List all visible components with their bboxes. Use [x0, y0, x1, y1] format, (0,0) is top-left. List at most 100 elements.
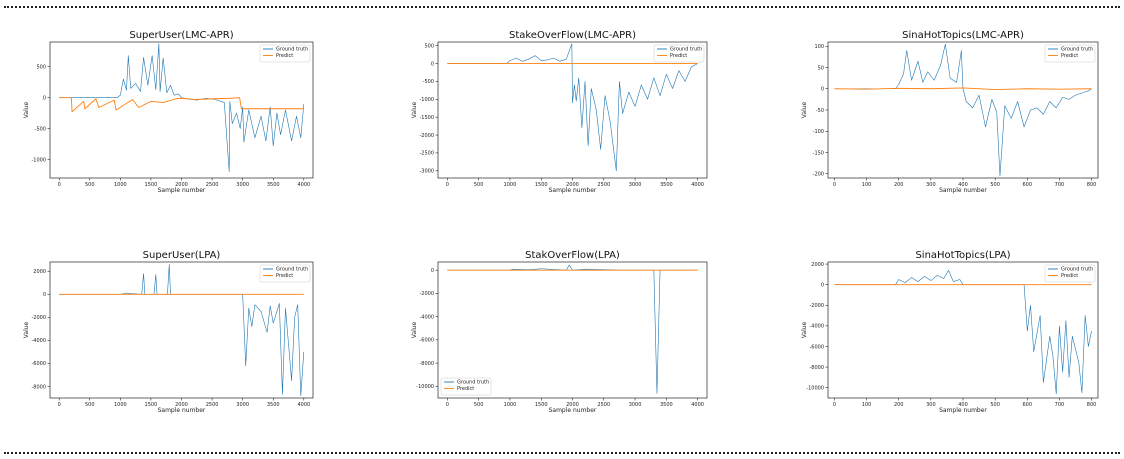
- y-tick-label: -50: [816, 108, 824, 114]
- plot-frame: [437, 261, 708, 399]
- x-tick-label: 800: [1087, 402, 1097, 408]
- x-tick-label: 3000: [629, 402, 642, 408]
- y-tick-label: -100: [813, 129, 824, 135]
- x-tick-label: 0: [833, 402, 836, 408]
- x-tick-label: 1500: [535, 402, 548, 408]
- series-line-ground-truth: [447, 43, 698, 172]
- y-tick-label: 500: [424, 43, 434, 49]
- y-tick-label: -1500: [419, 115, 434, 121]
- x-tick-label: 400: [958, 182, 968, 188]
- chart-title: StakeOverFlow(LMC-APR): [509, 30, 636, 41]
- x-tick-label: 0: [58, 182, 61, 188]
- y-tick-label: 2000: [811, 262, 824, 268]
- y-tick-label: 100: [814, 44, 824, 50]
- x-tick-label: 600: [1023, 182, 1033, 188]
- legend-entry: Ground truth: [1061, 267, 1093, 273]
- legend-entry: Predict: [670, 53, 687, 59]
- x-tick-label: 500: [85, 182, 95, 188]
- x-tick-label: 2500: [206, 182, 219, 188]
- x-tick-label: 500: [990, 182, 1000, 188]
- y-tick-label: -6000: [31, 361, 46, 367]
- x-tick-label: 100: [862, 402, 872, 408]
- series-line-predict: [59, 97, 304, 113]
- x-tick-label: 4000: [297, 182, 310, 188]
- x-tick-label: 0: [833, 182, 836, 188]
- x-tick-label: 300: [926, 402, 936, 408]
- chart-sinahottopics-lpa: SinaHotTopics(LPA) 0 100 200 300 400 500 600 700…: [801, 250, 1099, 414]
- y-tick-label: -2500: [419, 151, 434, 157]
- y-tick-label: -10000: [416, 384, 434, 390]
- chart-superuser-lpa: SuperUser(LPA) 0 500 1000 1500 2000 2500 3000 35…: [23, 250, 314, 414]
- x-tick-label: 200: [894, 402, 904, 408]
- y-axis-label: Value: [411, 321, 418, 338]
- y-tick-label: -200: [813, 172, 824, 178]
- x-tick-label: 1000: [504, 402, 517, 408]
- x-tick-label: 700: [1055, 182, 1065, 188]
- y-tick-label: 2000: [33, 269, 46, 275]
- y-tick-label: -2000: [809, 303, 824, 309]
- x-tick-label: 500: [474, 182, 484, 188]
- x-tick-label: 100: [862, 182, 872, 188]
- legend-entry: Ground truth: [670, 47, 702, 53]
- chart-title: SuperUser(LPA): [143, 250, 221, 261]
- x-tick-label: 2500: [206, 402, 219, 408]
- x-tick-label: 600: [1023, 402, 1033, 408]
- x-tick-label: 3000: [629, 182, 642, 188]
- x-tick-label: 2500: [597, 402, 610, 408]
- y-tick-label: 0: [431, 61, 434, 67]
- legend-entry: Ground truth: [276, 47, 308, 53]
- x-tick-label: 200: [894, 182, 904, 188]
- x-tick-label: 0: [446, 402, 449, 408]
- y-tick-label: 0: [821, 282, 824, 288]
- plot-frame: [49, 41, 314, 179]
- x-tick-label: 2000: [175, 182, 188, 188]
- y-tick-label: -4000: [419, 314, 434, 320]
- x-tick-label: 3500: [660, 402, 673, 408]
- bottom-dotted-border: [4, 452, 1120, 454]
- x-tick-label: 500: [990, 402, 1000, 408]
- y-tick-label: -8000: [419, 361, 434, 367]
- plot-frame: [49, 261, 314, 399]
- legend-entry: Predict: [457, 386, 474, 392]
- x-tick-label: 1000: [114, 182, 127, 188]
- y-axis-label: Value: [23, 101, 30, 118]
- y-axis-label: Value: [411, 101, 418, 118]
- x-tick-label: 0: [446, 182, 449, 188]
- x-axis-label: Sample number: [158, 187, 206, 194]
- x-axis-label: Sample number: [158, 407, 206, 414]
- y-tick-label: -4000: [31, 338, 46, 344]
- series-line-ground-truth: [447, 264, 698, 394]
- x-tick-label: 3000: [236, 402, 249, 408]
- y-tick-label: -4000: [809, 324, 824, 330]
- x-tick-label: 2000: [566, 182, 579, 188]
- legend-entry: Ground truth: [1061, 47, 1093, 53]
- plot-frame: [827, 41, 1099, 179]
- y-tick-label: -3000: [419, 169, 434, 175]
- chart-title: StakOverFlow(LPA): [525, 250, 620, 261]
- y-tick-label: -6000: [809, 344, 824, 350]
- top-dotted-border: [4, 6, 1120, 8]
- chart-sinahottopics-lmc-apr: SinaHotTopics(LMC-APR)0 100 200 300 400 500 60…: [801, 30, 1099, 194]
- y-tick-label: -500: [35, 126, 46, 132]
- y-tick-label: -2000: [419, 291, 434, 297]
- chart-title: SuperUser(LMC-APR): [129, 30, 233, 41]
- chart-title: SinaHotTopics(LPA): [915, 250, 1010, 261]
- y-tick-label: 0: [43, 95, 46, 101]
- x-tick-label: 2000: [175, 402, 188, 408]
- legend-entry: Ground truth: [276, 267, 308, 273]
- legend-entry: Ground truth: [457, 380, 489, 386]
- series-line-ground-truth: [59, 43, 305, 173]
- legend-entry: Predict: [276, 53, 293, 59]
- chart-stakeoverflow-lmc-apr: StakeOverFlow(LMC-APR) 0 500 1000 1500 2000 25…: [411, 30, 708, 194]
- x-tick-label: 500: [474, 402, 484, 408]
- y-tick-label: 0: [43, 292, 46, 298]
- series-line-predict: [834, 87, 1092, 91]
- x-tick-label: 1000: [504, 182, 517, 188]
- x-tick-label: 400: [958, 402, 968, 408]
- x-tick-label: 4000: [691, 402, 704, 408]
- x-axis-label: Sample number: [549, 187, 597, 194]
- y-tick-label: -1000: [419, 97, 434, 103]
- y-tick-label: -10000: [806, 385, 824, 391]
- x-tick-label: 3500: [660, 182, 673, 188]
- legend-entry: Predict: [276, 273, 293, 279]
